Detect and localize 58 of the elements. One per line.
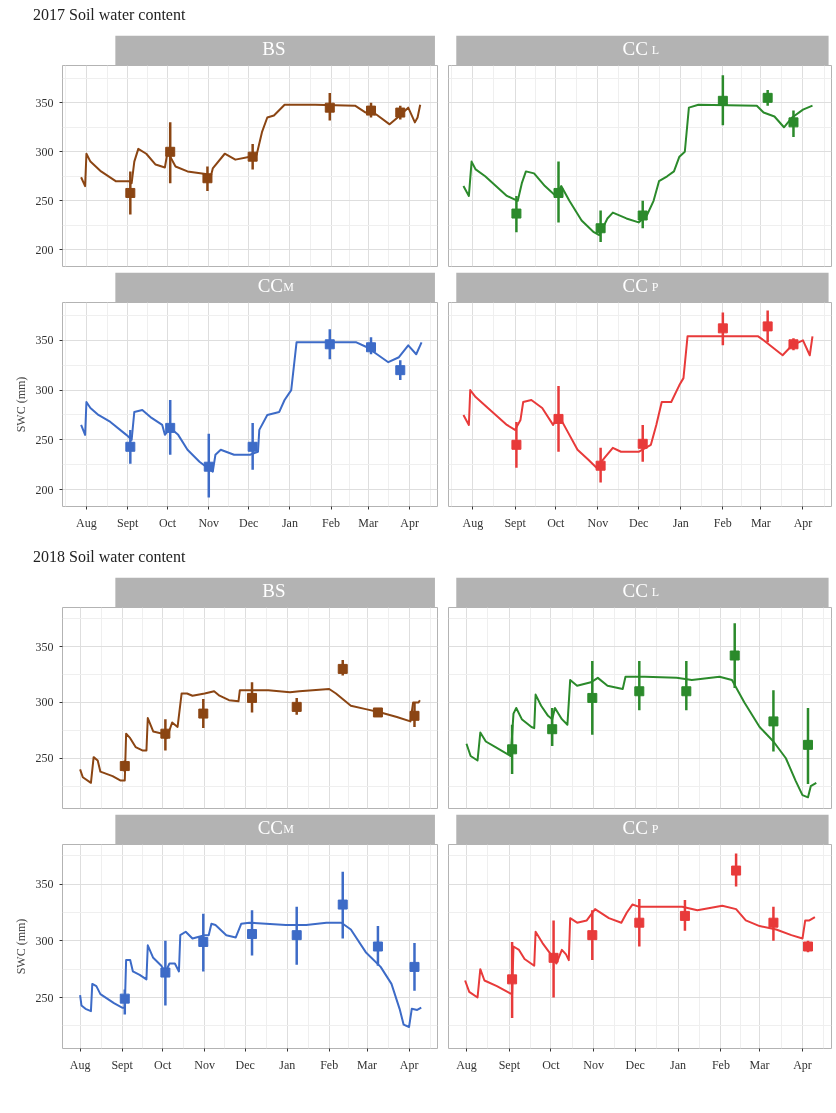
y-tick-label: 250: [35, 193, 54, 208]
x-tick-label: Oct: [158, 515, 177, 530]
chart-title: CCM: [257, 274, 295, 296]
y-tick-label: 300: [35, 933, 54, 948]
y-tick-label: 300: [35, 695, 54, 710]
chart-title: BS: [262, 37, 286, 59]
x-tick-label: Apr: [793, 515, 813, 530]
y-tick-label: 250: [35, 751, 54, 766]
x-tick-label: Sept: [504, 515, 527, 530]
x-tick-label: Nov: [583, 1057, 605, 1072]
x-tick-label: Dec: [235, 1057, 255, 1072]
x-tick-label: Mar: [358, 515, 379, 530]
y-tick-label: 350: [35, 95, 54, 110]
x-tick-label: Aug: [462, 515, 484, 530]
chart-title: BS: [262, 579, 286, 601]
x-tick-label: Dec: [628, 515, 649, 530]
x-tick-label: Sept: [111, 1057, 134, 1072]
x-tick-label: Feb: [713, 515, 732, 530]
x-tick-label: Sept: [498, 1057, 521, 1072]
x-tick-label: Sept: [116, 515, 139, 530]
x-tick-label: Aug: [69, 1057, 91, 1072]
x-tick-label: Feb: [711, 1057, 730, 1072]
x-tick-label: Feb: [322, 515, 341, 530]
chart-title: CCM: [257, 816, 295, 838]
y-tick-label: 350: [35, 877, 54, 892]
y-tick-label: 250: [35, 990, 54, 1005]
x-tick-label: Jan: [281, 515, 298, 530]
x-tick-label: Dec: [239, 515, 259, 530]
y-axis-title: SWC (mm): [13, 376, 28, 433]
x-tick-label: Nov: [198, 515, 220, 530]
x-tick-label: Feb: [320, 1057, 339, 1072]
y-tick-label: 350: [35, 639, 54, 654]
x-tick-label: Mar: [749, 1057, 770, 1072]
y-tick-label: 200: [35, 482, 54, 497]
x-tick-label: Jan: [670, 1057, 687, 1072]
x-tick-label: Mar: [750, 515, 771, 530]
x-tick-label: Nov: [194, 1057, 215, 1072]
x-tick-label: Dec: [625, 1057, 645, 1072]
x-tick-label: Jan: [279, 1057, 296, 1072]
text: 2018 Soil water content: [33, 547, 186, 567]
x-tick-label: Nov: [587, 515, 609, 530]
y-tick-label: 200: [35, 242, 54, 257]
x-tick-label: Aug: [76, 515, 97, 530]
x-tick-label: Apr: [399, 1057, 419, 1072]
x-tick-label: Oct: [547, 515, 566, 530]
y-axis-title: SWC (mm): [13, 918, 28, 975]
y-tick-label: 300: [35, 383, 54, 398]
y-tick-label: 350: [35, 333, 54, 348]
y-tick-label: 250: [35, 432, 54, 447]
x-tick-label: Oct: [154, 1057, 173, 1072]
y-tick-label: 300: [35, 144, 54, 159]
x-tick-label: Apr: [400, 515, 419, 530]
x-tick-label: Mar: [357, 1057, 378, 1072]
x-tick-label: Aug: [456, 1057, 477, 1072]
x-tick-label: Jan: [672, 515, 689, 530]
x-tick-label: Apr: [793, 1057, 812, 1072]
x-tick-label: Oct: [542, 1057, 561, 1072]
text: 2017 Soil water content: [33, 5, 186, 25]
